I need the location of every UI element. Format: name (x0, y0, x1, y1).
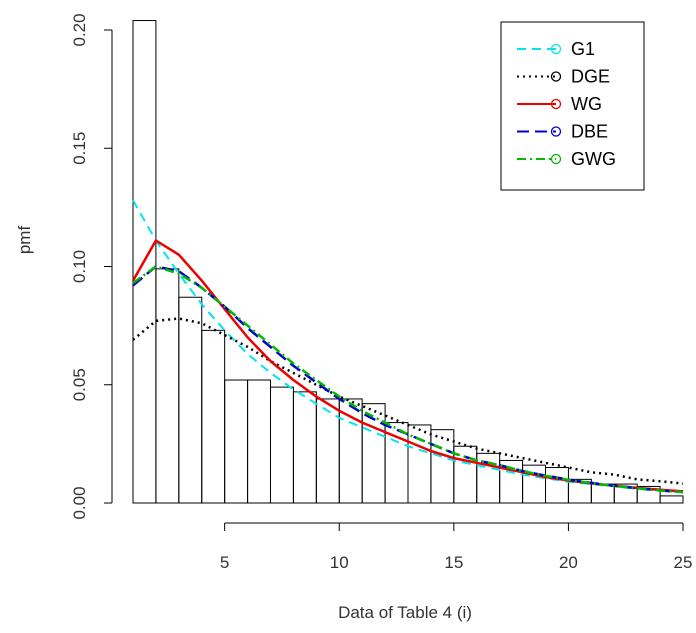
y-axis-title: pmf (15, 226, 34, 255)
legend-marker-icon (550, 43, 562, 55)
histogram-bar (659, 495, 684, 504)
legend-marker-icon (550, 126, 562, 137)
x-tick-label: 25 (674, 553, 693, 572)
legend-label-g1: G1 (571, 39, 595, 59)
y-tick-label: 0.10 (70, 250, 89, 283)
x-tick-label: 20 (559, 553, 578, 572)
x-tick-label: 10 (330, 553, 349, 572)
legend-label-dge: DGE (571, 67, 610, 87)
x-axis-title: Data of Table 4 (i) (338, 603, 472, 622)
legend-label-wg: WG (571, 94, 602, 114)
series-line-gwg (132, 265, 684, 494)
legend-marker-icon (550, 153, 562, 165)
y-tick-label: 0.15 (70, 132, 89, 165)
x-axis: 5 10 15 20 25 (220, 522, 693, 572)
x-tick-label: 5 (220, 553, 229, 572)
series-line-dge (132, 317, 684, 485)
y-tick-label: 0.20 (70, 13, 89, 46)
y-tick-label: 0.05 (70, 368, 89, 401)
y-axis: 0.00 0.05 0.10 0.15 0.20 (70, 13, 113, 520)
legend-marker-icon (550, 71, 562, 82)
legend-label-dbe: DBE (571, 122, 608, 142)
legend-marker-icon (550, 98, 562, 110)
series-line-g1 (132, 199, 684, 494)
y-tick-label: 0.00 (70, 486, 89, 519)
legend: G1 DGE WG DBE GWG (500, 21, 645, 191)
legend-label-gwg: GWG (571, 149, 616, 169)
x-tick-label: 15 (444, 553, 463, 572)
histogram-bar (636, 485, 661, 504)
histogram-bar (132, 20, 157, 504)
fitted-curves (131, 199, 684, 494)
